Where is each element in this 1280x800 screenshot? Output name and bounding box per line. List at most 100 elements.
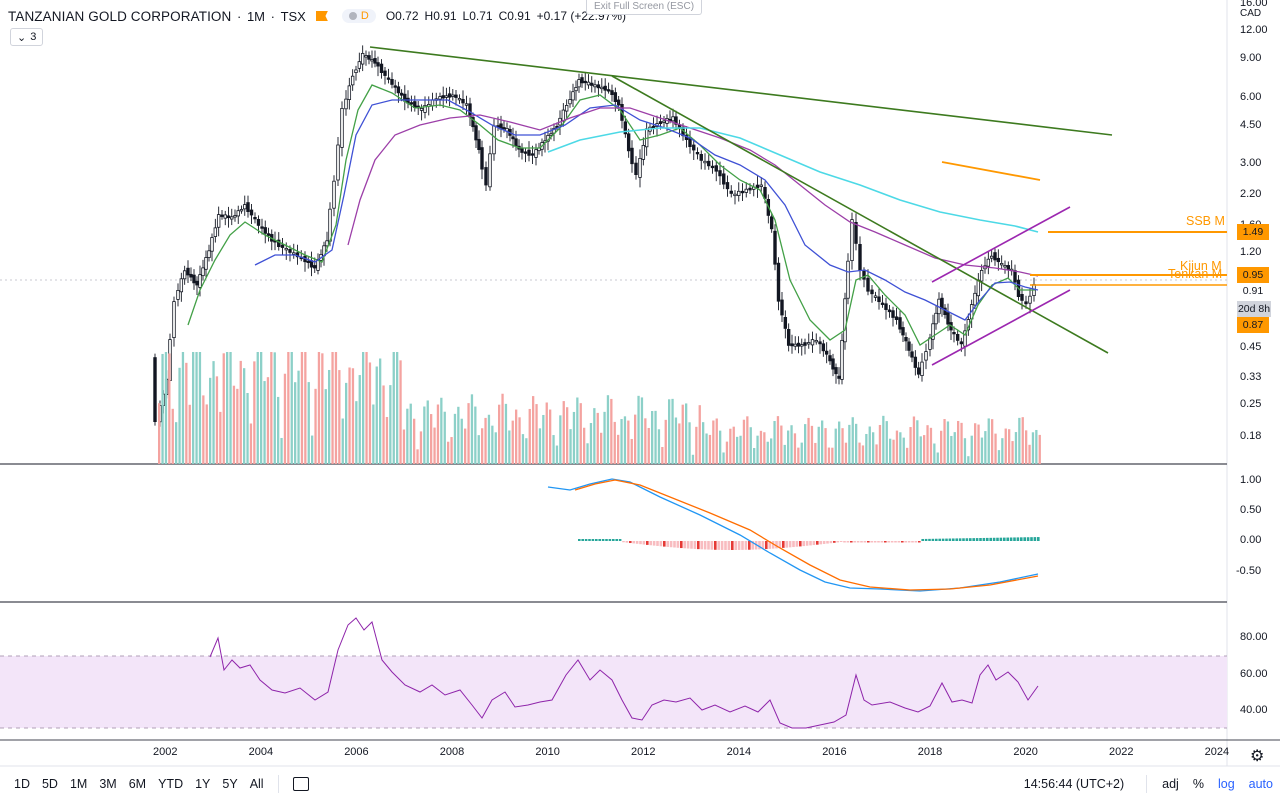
volume-bar [787, 430, 790, 464]
macd-histogram-bar [812, 541, 816, 546]
time-tick-label: 2008 [439, 746, 465, 758]
volume-bar [345, 382, 348, 464]
macd-histogram-bar [710, 541, 714, 550]
clock-time[interactable]: 14:56:44 (UTC+2) [1023, 777, 1125, 791]
volume-bar [498, 404, 501, 464]
volume-bar [708, 434, 712, 464]
price-tick-label: 3.00 [1240, 157, 1262, 169]
range-button-5d[interactable]: 5D [41, 777, 58, 791]
candle-body [195, 280, 199, 286]
symbol-name[interactable]: TANZANIAN GOLD CORPORATION [8, 8, 232, 24]
candle-body [153, 357, 157, 423]
volume-bar [433, 427, 436, 464]
candle-body [744, 188, 748, 193]
candle-body [769, 216, 774, 230]
volume-bar [256, 352, 259, 464]
macd-histogram-bar [982, 537, 986, 541]
volume-bar [807, 417, 810, 464]
volume-bar [651, 411, 654, 464]
price-tick-label: 0.45 [1240, 341, 1262, 353]
volume-bar [379, 358, 382, 464]
range-button-3m[interactable]: 3M [99, 777, 117, 791]
macd-histogram-bar [914, 541, 918, 543]
volume-bar [215, 376, 219, 464]
candle-body [480, 147, 484, 170]
volume-bar [702, 422, 705, 464]
volume-bar [977, 424, 980, 464]
candle-body [593, 84, 597, 88]
auto-toggle[interactable]: auto [1248, 777, 1273, 791]
macd-histogram-bar [897, 541, 901, 543]
range-button-ytd[interactable]: YTD [158, 777, 184, 791]
macd-histogram-bar [1009, 537, 1013, 541]
goto-date-icon[interactable] [292, 777, 309, 791]
range-button-1y[interactable]: 1Y [195, 777, 211, 791]
volume-bar [447, 441, 450, 464]
exit-fullscreen-button[interactable]: Exit Full Screen (ESC) [586, 0, 703, 15]
candle-body [818, 341, 822, 345]
macd-histogram-bar [663, 541, 666, 547]
settings-gear-icon[interactable]: ⚙ [1250, 748, 1265, 765]
candle-body [186, 267, 190, 276]
volume-bar [236, 388, 239, 464]
range-button-6m[interactable]: 6M [128, 777, 147, 791]
volume-bar [484, 417, 487, 464]
candle-body [198, 274, 202, 288]
volume-bar [719, 430, 722, 464]
candle-body [887, 309, 892, 313]
volume-bar [161, 353, 164, 464]
volume-bar [749, 427, 752, 464]
range-button-all[interactable]: All [249, 777, 264, 791]
volume-bar [1035, 429, 1038, 464]
volume-bar [1031, 432, 1035, 464]
macd-histogram-bar [717, 541, 720, 550]
macd-histogram-bar [986, 537, 989, 541]
candle-body [172, 301, 176, 339]
toolbar-right: 14:56:44 (UTC+2) adj % log auto [1024, 768, 1280, 800]
flag-icon[interactable] [315, 11, 328, 21]
volume-bar [535, 404, 538, 464]
volume-bar [644, 418, 647, 464]
volume-bar [192, 352, 195, 464]
volume-bar [382, 385, 385, 464]
candle-body [837, 375, 841, 379]
candle-body [263, 227, 267, 234]
range-button-1m[interactable]: 1M [69, 777, 88, 791]
macd-histogram-bar [1026, 537, 1030, 541]
log-toggle[interactable]: log [1217, 777, 1235, 791]
volume-bar [158, 403, 161, 464]
macd-histogram-bar [822, 541, 826, 544]
candle-body [989, 255, 994, 259]
percent-toggle[interactable]: % [1192, 777, 1204, 791]
candle-body [514, 138, 518, 147]
volume-bar [368, 362, 372, 464]
volume-bar [861, 445, 865, 464]
time-tick-label: 2022 [1109, 746, 1134, 758]
indicators-toggle[interactable]: ⌄ 3 [10, 28, 44, 46]
volume-bar [899, 432, 902, 464]
volume-bar [933, 443, 936, 464]
range-button-1d[interactable]: 1D [14, 777, 30, 791]
candle-body [780, 299, 784, 316]
volume-bar [892, 439, 895, 464]
volume-bar [202, 395, 205, 464]
candle-body [824, 350, 829, 355]
volume-bar [640, 397, 644, 464]
macd-histogram-bar [1023, 537, 1026, 541]
delayed-badge[interactable]: D [341, 9, 376, 23]
macd-histogram-bar [870, 541, 873, 543]
interval-label[interactable]: 1M [246, 8, 265, 24]
candle-body [1003, 265, 1007, 268]
range-button-5y[interactable]: 5Y [222, 777, 238, 791]
tenkan-label: Tenkan M [1168, 267, 1223, 281]
candle-body [201, 267, 205, 277]
volume-bar [515, 409, 518, 464]
candle-body [733, 193, 737, 197]
macd-histogram-bar [673, 541, 676, 548]
volume-bar [175, 422, 178, 464]
macd-histogram-bar [928, 538, 931, 541]
indicators-count: 3 [30, 31, 37, 43]
volume-bar [528, 408, 531, 464]
adj-toggle[interactable]: adj [1162, 777, 1179, 791]
